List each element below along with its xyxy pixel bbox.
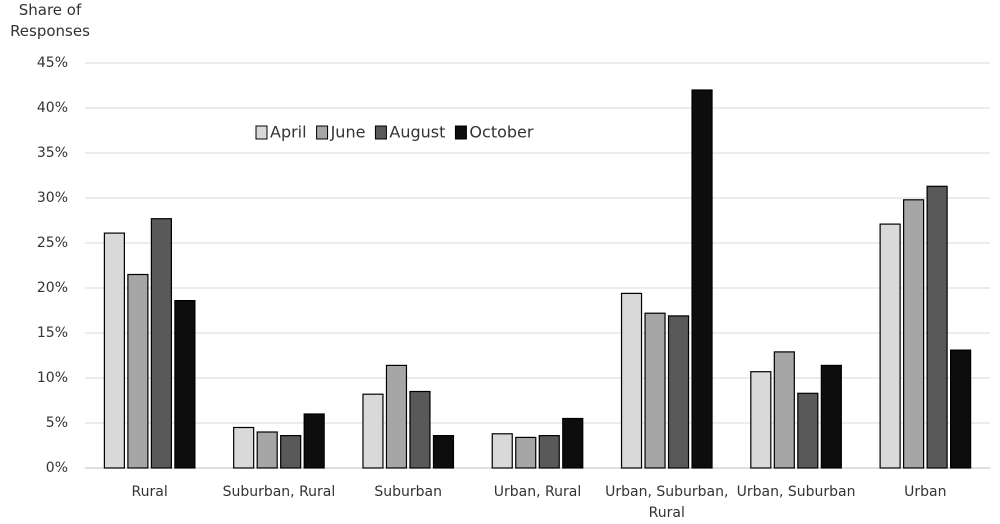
y-tick-label: 45% bbox=[37, 55, 68, 71]
bar bbox=[409, 390, 431, 469]
y-tick-label: 25% bbox=[37, 235, 68, 251]
y-tick-label: 10% bbox=[37, 370, 68, 386]
legend-label: April bbox=[270, 123, 307, 142]
bar bbox=[280, 435, 302, 469]
legend-swatch bbox=[255, 125, 268, 140]
bar bbox=[303, 413, 325, 469]
x-tick-label: Rural bbox=[131, 484, 168, 500]
y-tick-label: 15% bbox=[37, 325, 68, 341]
bar bbox=[773, 351, 795, 469]
bar bbox=[233, 426, 255, 469]
bar bbox=[620, 292, 643, 469]
bar bbox=[432, 435, 455, 469]
y-tick-label: 40% bbox=[37, 100, 68, 116]
bar bbox=[127, 273, 149, 469]
bar bbox=[750, 371, 772, 469]
bar bbox=[644, 312, 666, 469]
bar bbox=[797, 392, 819, 469]
bar bbox=[362, 393, 384, 469]
legend-label: October bbox=[469, 123, 533, 142]
y-tick-label: 35% bbox=[37, 145, 68, 161]
bar bbox=[103, 232, 125, 469]
legend-swatch bbox=[374, 125, 387, 140]
legend-swatch bbox=[454, 125, 467, 140]
bar bbox=[691, 89, 713, 469]
x-tick-label: Urban bbox=[904, 484, 947, 500]
x-tick-label: Suburban, Rural bbox=[222, 484, 336, 500]
y-tick-label: 20% bbox=[37, 280, 68, 296]
y-tick-label: 5% bbox=[46, 415, 68, 431]
y-tick-label: 0% bbox=[46, 460, 68, 476]
x-tick-label: Urban, Suburban, Rural bbox=[605, 484, 729, 521]
x-tick-label: Suburban bbox=[374, 484, 443, 500]
bar bbox=[879, 223, 901, 469]
x-tick-label: Urban, Rural bbox=[493, 484, 582, 500]
legend-swatch bbox=[316, 125, 329, 140]
bar bbox=[491, 433, 513, 469]
bar bbox=[926, 185, 948, 469]
bar bbox=[385, 364, 408, 469]
bar bbox=[903, 199, 925, 469]
bar bbox=[538, 435, 560, 469]
bar bbox=[150, 218, 172, 469]
y-tick-label: 30% bbox=[37, 190, 68, 206]
bar bbox=[515, 436, 537, 469]
legend-label: June bbox=[330, 123, 366, 142]
bar bbox=[256, 431, 278, 469]
bar bbox=[667, 315, 690, 469]
y-axis-title: Share of Responses bbox=[10, 1, 90, 40]
bar bbox=[174, 300, 196, 469]
bar bbox=[950, 349, 972, 469]
bar bbox=[820, 364, 842, 469]
bar bbox=[562, 417, 584, 469]
legend-label: August bbox=[389, 123, 445, 142]
x-tick-label: Urban, Suburban bbox=[736, 484, 856, 500]
